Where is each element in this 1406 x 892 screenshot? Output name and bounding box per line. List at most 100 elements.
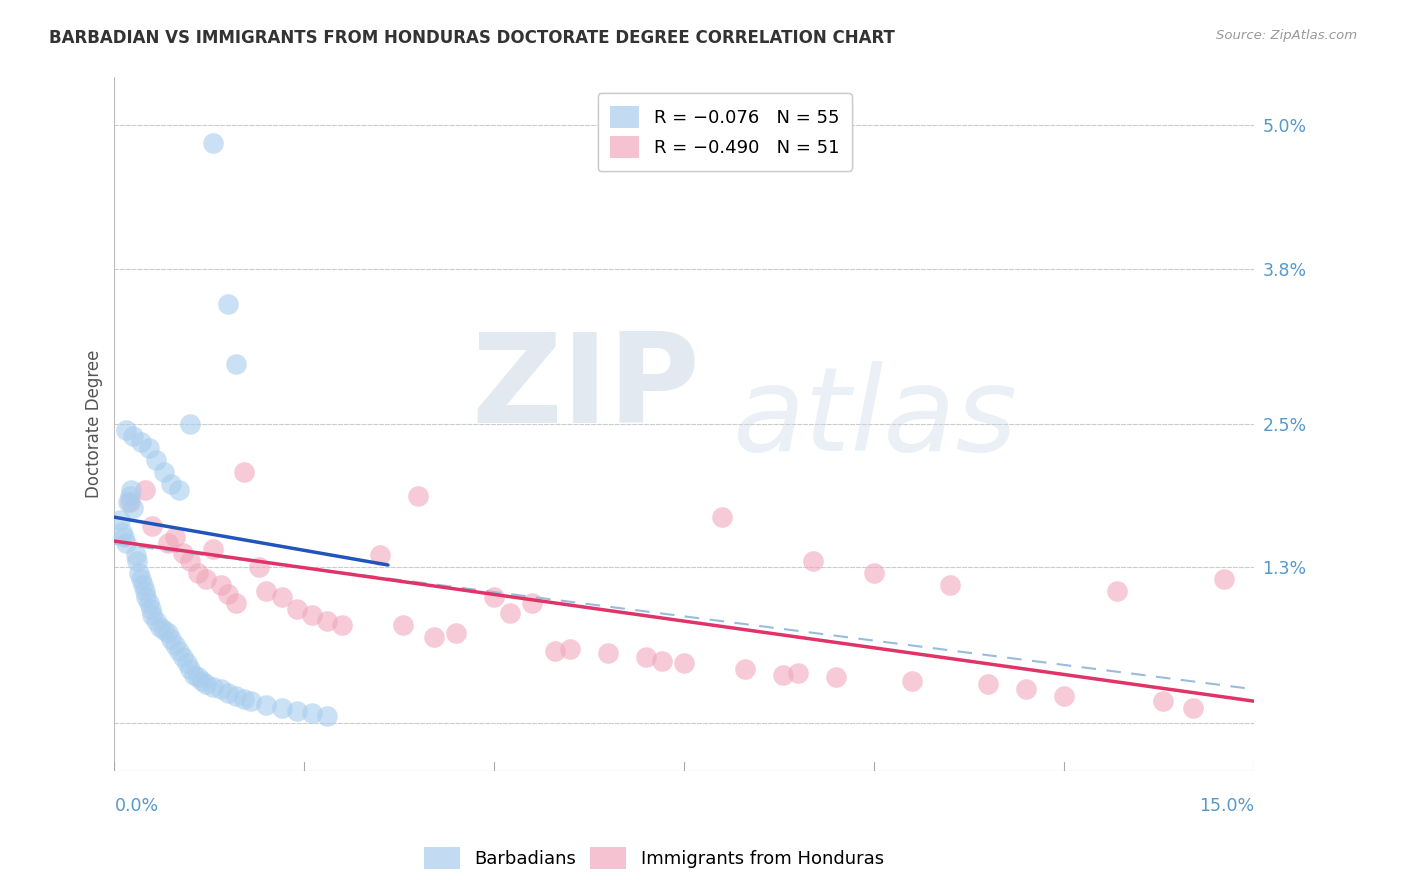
- Point: [422, 630, 444, 644]
- Point: [446, 626, 468, 640]
- Point: [1212, 572, 1234, 586]
- Point: [863, 566, 886, 581]
- Point: [1053, 690, 1076, 704]
- Point: [332, 617, 354, 632]
- Point: [179, 554, 201, 568]
- Point: [117, 494, 139, 508]
- Point: [254, 698, 277, 712]
- Point: [498, 606, 520, 620]
- Point: [285, 602, 308, 616]
- Legend: R = −0.076   N = 55, R = −0.490   N = 51: R = −0.076 N = 55, R = −0.490 N = 51: [598, 94, 852, 171]
- Point: [316, 708, 339, 723]
- Point: [145, 452, 167, 467]
- Point: [111, 524, 134, 539]
- Text: Source: ZipAtlas.com: Source: ZipAtlas.com: [1216, 29, 1357, 42]
- Point: [160, 476, 183, 491]
- Point: [544, 644, 567, 658]
- Point: [370, 549, 392, 563]
- Point: [209, 682, 232, 697]
- Point: [112, 531, 135, 545]
- Point: [209, 578, 232, 592]
- Point: [138, 596, 160, 610]
- Point: [803, 554, 825, 568]
- Point: [522, 596, 544, 610]
- Point: [160, 632, 183, 646]
- Point: [153, 465, 176, 479]
- Point: [202, 680, 225, 694]
- Point: [225, 690, 247, 704]
- Text: ZIP: ZIP: [471, 327, 700, 449]
- Point: [232, 691, 254, 706]
- Point: [141, 608, 163, 623]
- Point: [270, 701, 292, 715]
- Point: [132, 578, 155, 592]
- Point: [270, 591, 292, 605]
- Point: [254, 584, 277, 599]
- Point: [145, 614, 167, 628]
- Point: [129, 434, 152, 449]
- Point: [392, 617, 415, 632]
- Point: [118, 494, 141, 508]
- Point: [316, 614, 339, 628]
- Point: [165, 638, 187, 652]
- Point: [977, 677, 1000, 691]
- Point: [125, 549, 148, 563]
- Point: [127, 554, 149, 568]
- Point: [734, 662, 756, 676]
- Point: [134, 584, 156, 599]
- Point: [167, 483, 190, 497]
- Point: [187, 566, 209, 581]
- Text: 15.0%: 15.0%: [1199, 797, 1254, 814]
- Point: [1015, 682, 1038, 697]
- Point: [1107, 584, 1129, 599]
- Point: [240, 694, 263, 708]
- Point: [139, 602, 162, 616]
- Point: [202, 542, 225, 557]
- Point: [636, 650, 658, 665]
- Point: [153, 623, 176, 637]
- Point: [156, 626, 179, 640]
- Point: [122, 429, 145, 443]
- Point: [114, 536, 136, 550]
- Point: [110, 512, 132, 526]
- Point: [149, 620, 172, 634]
- Point: [135, 591, 157, 605]
- Point: [1152, 694, 1174, 708]
- Point: [787, 665, 810, 680]
- Point: [187, 670, 209, 684]
- Point: [301, 706, 323, 720]
- Point: [232, 465, 254, 479]
- Point: [484, 591, 506, 605]
- Point: [217, 297, 239, 311]
- Legend: Barbadians, Immigrants from Honduras: Barbadians, Immigrants from Honduras: [415, 838, 893, 879]
- Point: [183, 668, 205, 682]
- Point: [138, 441, 160, 455]
- Point: [825, 670, 848, 684]
- Point: [285, 704, 308, 718]
- Point: [225, 357, 247, 371]
- Point: [939, 578, 962, 592]
- Point: [120, 483, 142, 497]
- Point: [179, 417, 201, 431]
- Point: [598, 647, 620, 661]
- Point: [129, 572, 152, 586]
- Point: [176, 656, 198, 670]
- Point: [179, 662, 201, 676]
- Point: [194, 677, 217, 691]
- Point: [114, 423, 136, 437]
- Point: [128, 566, 150, 581]
- Point: [560, 641, 582, 656]
- Point: [167, 644, 190, 658]
- Point: [122, 500, 145, 515]
- Point: [225, 596, 247, 610]
- Point: [172, 546, 194, 560]
- Point: [247, 560, 270, 574]
- Point: [217, 686, 239, 700]
- Point: [408, 489, 430, 503]
- Point: [172, 650, 194, 665]
- Point: [301, 608, 323, 623]
- Y-axis label: Doctorate Degree: Doctorate Degree: [86, 350, 103, 498]
- Point: [191, 673, 214, 688]
- Point: [165, 531, 187, 545]
- Point: [673, 656, 696, 670]
